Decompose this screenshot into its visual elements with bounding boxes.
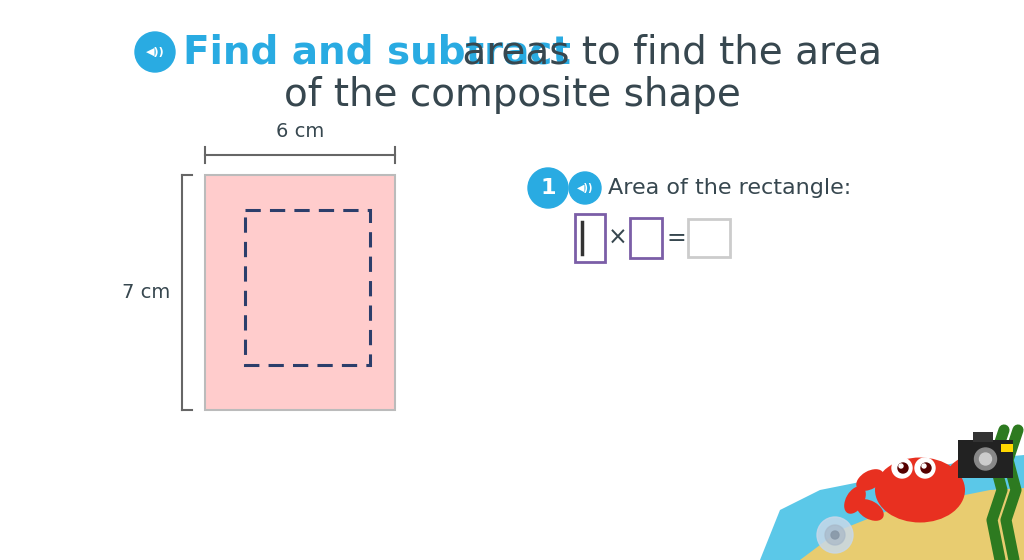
Ellipse shape [856, 469, 884, 491]
Polygon shape [800, 488, 1024, 560]
Text: areas to find the area: areas to find the area [450, 33, 882, 71]
Text: ×: × [608, 226, 628, 250]
Circle shape [831, 531, 839, 539]
Text: 6 cm: 6 cm [275, 122, 325, 141]
Circle shape [569, 172, 601, 204]
Circle shape [892, 458, 912, 478]
Circle shape [898, 463, 908, 473]
Text: of the composite shape: of the composite shape [284, 76, 740, 114]
Ellipse shape [948, 453, 991, 477]
Circle shape [817, 517, 853, 553]
Circle shape [922, 464, 926, 468]
Text: 1: 1 [541, 178, 556, 198]
Bar [630, 218, 662, 258]
Circle shape [980, 453, 991, 465]
Text: ◀)): ◀)) [577, 183, 593, 193]
Ellipse shape [856, 499, 884, 521]
Bar [958, 440, 1013, 478]
Bar [205, 175, 395, 410]
Text: 7 cm: 7 cm [122, 283, 170, 302]
Bar [688, 219, 730, 257]
Circle shape [975, 448, 996, 470]
Text: Find and subtract: Find and subtract [183, 33, 570, 71]
Circle shape [135, 32, 175, 72]
Text: Area of the rectangle:: Area of the rectangle: [608, 178, 851, 198]
Circle shape [825, 525, 845, 545]
Bar [973, 432, 993, 442]
Ellipse shape [844, 486, 866, 514]
Ellipse shape [874, 458, 965, 522]
Polygon shape [760, 455, 1024, 560]
Text: ◀)): ◀)) [145, 47, 165, 57]
Text: =: = [667, 226, 686, 250]
Circle shape [921, 463, 931, 473]
Circle shape [528, 168, 568, 208]
Circle shape [915, 458, 935, 478]
Bar [245, 210, 370, 365]
Bar [575, 214, 605, 262]
Bar [1001, 444, 1013, 452]
Circle shape [899, 464, 903, 468]
